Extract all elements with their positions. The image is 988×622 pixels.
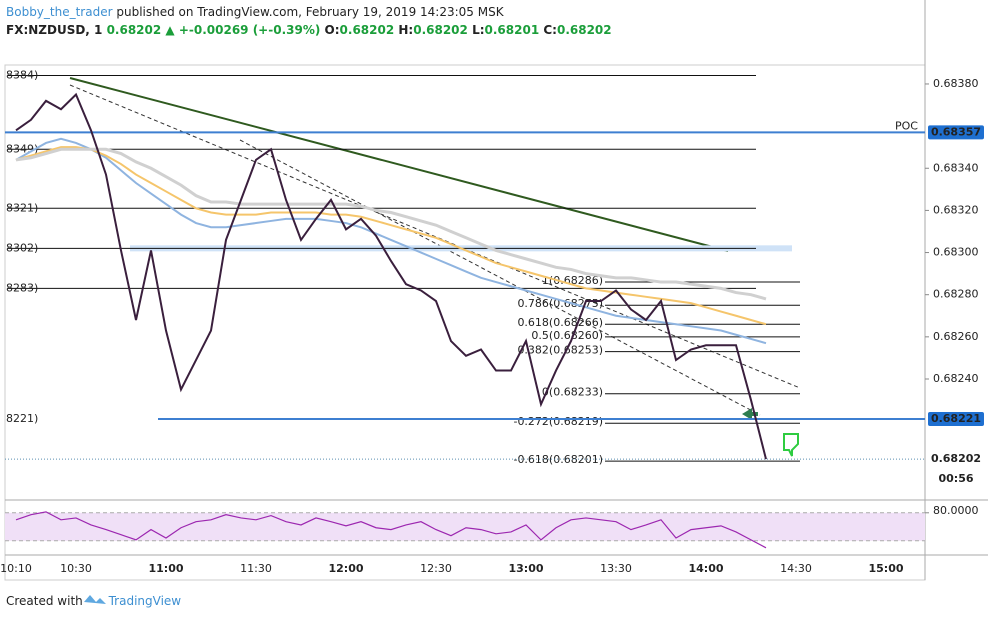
ohlc-key: L: <box>472 23 484 37</box>
x-tick-label: 14:00 <box>688 562 723 575</box>
arrow-marker <box>742 408 758 420</box>
y-tick-label: 0.68280 <box>933 288 979 301</box>
price-tag <box>928 452 984 467</box>
channel-line <box>239 139 761 416</box>
price-line <box>15 147 767 301</box>
x-tick-label: 12:30 <box>420 562 452 575</box>
fib-label: 0.5(0.68260) <box>531 329 603 342</box>
change: ▲ +-0.00269 (+-0.39%) <box>165 23 320 37</box>
price-line <box>15 92 767 460</box>
header-line2: FX:NZDUSD, 1 0.68202 ▲ +-0.00269 (+-0.39… <box>6 23 612 37</box>
fib-label: -0.272(0.68219) <box>513 415 603 428</box>
logo <box>84 595 106 604</box>
price-line <box>15 146 767 326</box>
x-tick-label: 13:30 <box>600 562 632 575</box>
thumb-icon <box>783 433 799 457</box>
fib-label: -0.618(0.68201) <box>513 453 603 466</box>
price-tag <box>928 125 984 140</box>
level-label: 8283) <box>6 281 38 294</box>
header-line1: Bobby_the_trader published on TradingVie… <box>6 5 505 19</box>
x-tick-label: 12:00 <box>328 562 363 575</box>
price-tag <box>928 412 984 427</box>
ohlc-key: C: <box>543 23 557 37</box>
fib-label: 1(0.68286) <box>542 274 603 287</box>
price-tag-label: 0.68357 <box>931 125 981 138</box>
y-tick-label: 0.68320 <box>933 203 979 216</box>
price-line <box>15 137 767 345</box>
x-tick-label: 10:30 <box>60 562 92 575</box>
level-label: 8302) <box>6 241 38 254</box>
symbol: FX:NZDUSD, 1 <box>6 23 102 37</box>
x-tick-label: 14:30 <box>780 562 812 575</box>
rsi-line <box>15 511 767 549</box>
level-label: 8349) <box>6 142 38 155</box>
brand: TradingView <box>108 594 182 608</box>
level-label: 8221) <box>6 412 38 425</box>
level-label: 8384) <box>6 69 38 82</box>
poc-name: POC <box>895 119 918 132</box>
ohlc-key: O: <box>325 23 340 37</box>
ohlc-value: 0.68202 <box>340 23 395 37</box>
x-tick-label: 13:00 <box>508 562 543 575</box>
ohlc-value: 0.68202 <box>557 23 612 37</box>
level-label: 8321) <box>6 201 38 214</box>
y-tick-label: 0.68380 <box>933 77 979 90</box>
trend-line <box>69 77 729 252</box>
y-tick-label: 0.68260 <box>933 330 979 343</box>
ohlc-value: 0.68202 <box>413 23 468 37</box>
author: Bobby_the_trader <box>6 5 113 19</box>
x-tick-label: 10:10 <box>0 562 32 575</box>
fib-label: 0.618(0.68266) <box>517 316 603 329</box>
price-tag-label: 0.68221 <box>931 412 981 425</box>
rsi-band <box>5 512 925 541</box>
x-tick-label: 11:30 <box>240 562 272 575</box>
y-tick-label: 0.68300 <box>933 246 979 259</box>
frame <box>4 64 926 581</box>
y-tick-label: 0.68340 <box>933 161 979 174</box>
footer-text: Created with <box>6 594 83 608</box>
last-price: 0.68202 <box>107 23 162 37</box>
ohlc-key: H: <box>398 23 413 37</box>
x-tick-label: 15:00 <box>868 562 903 575</box>
fib-label: 0(0.68233) <box>542 386 603 399</box>
fib-label: 0.382(0.68253) <box>517 344 603 357</box>
y-tick-label: 80.0000 <box>933 504 979 517</box>
x-tick-label: 11:00 <box>148 562 183 575</box>
ohlc-value: 0.68201 <box>485 23 540 37</box>
footer: Created with TradingView <box>6 594 181 608</box>
published: published on TradingView.com, February 1… <box>116 5 504 19</box>
y-tick-label: 0.68240 <box>933 372 979 385</box>
countdown: 00:56 <box>938 472 973 485</box>
price-tag-label: 0.68202 <box>931 452 981 465</box>
